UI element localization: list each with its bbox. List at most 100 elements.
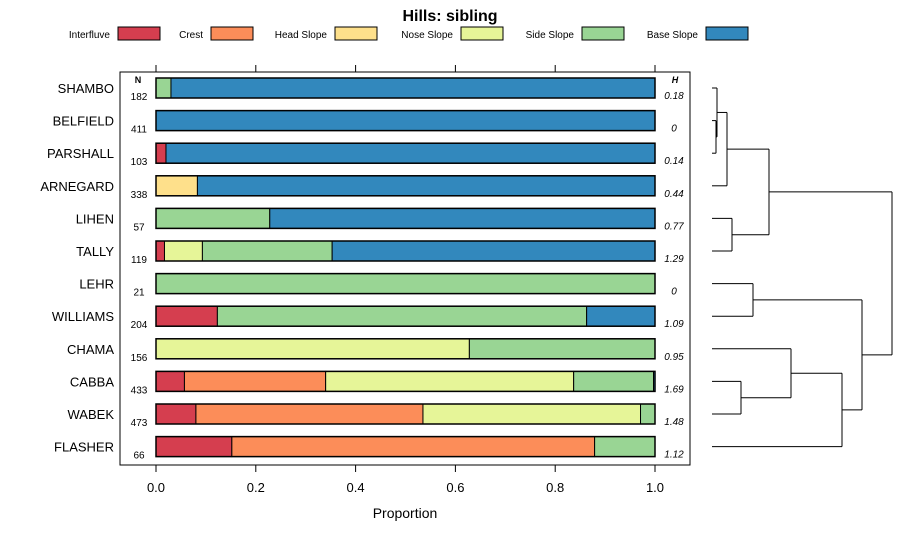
bar-segment-cabba-nose-slope	[325, 370, 575, 392]
legend-swatch-interfluve	[117, 26, 161, 41]
bar-outline-chama	[155, 338, 656, 360]
legend-label-base-slope: Base Slope	[647, 30, 699, 41]
h-value-chama: 0.95	[664, 352, 684, 363]
n-value-parshall: 103	[131, 157, 148, 168]
legend-swatch-side-slope	[581, 26, 625, 41]
row-label-flasher: FLASHER	[54, 440, 114, 455]
bar-segment-lihen-base-slope	[269, 207, 656, 229]
bar-segment-cabba-interfluve	[155, 370, 185, 392]
h-value-cabba: 1.69	[664, 384, 684, 395]
row-label-parshall: PARSHALL	[47, 146, 114, 161]
legend-label-nose-slope: Nose Slope	[401, 30, 453, 41]
x-tick-label-0: 0.0	[147, 480, 165, 495]
h-value-arnegard: 0.44	[664, 189, 684, 200]
bar-outline-parshall	[155, 142, 656, 164]
h-value-flasher: 1.12	[664, 450, 684, 461]
bar-segment-flasher-crest	[231, 436, 596, 458]
bar-segment-williams-interfluve	[155, 305, 218, 327]
bar-outline-belfield	[155, 109, 656, 132]
n-value-arnegard: 338	[131, 190, 148, 201]
bar-segment-tally-side-slope	[201, 240, 333, 262]
x-axis: 0.0 0.2 0.4 0.6 0.8 1.0	[147, 65, 664, 495]
row-label-shambo: SHAMBO	[58, 81, 114, 96]
n-value-flasher: 66	[133, 451, 145, 462]
bar-outline-williams	[155, 305, 656, 327]
legend-label-side-slope: Side Slope	[526, 30, 575, 41]
row-label-belfield: BELFIELD	[53, 114, 114, 129]
h-column-header: H	[672, 75, 679, 85]
h-value-williams: 1.09	[664, 319, 684, 330]
bar-segment-shambo-base-slope	[170, 77, 656, 99]
x-tick-label-5: 1.0	[646, 480, 664, 495]
h-value-wabek: 1.48	[664, 417, 684, 428]
bar-segment-arnegard-head-slope	[155, 175, 198, 197]
row-label-wabek: WABEK	[68, 407, 115, 422]
legend-swatch-crest	[210, 26, 254, 41]
n-value-lehr: 21	[133, 288, 145, 299]
n-value-shambo: 182	[131, 92, 148, 103]
row-label-cabba: CABBA	[70, 374, 114, 389]
bar-segment-cabba-crest	[183, 370, 327, 392]
bar-segment-tally-base-slope	[331, 240, 656, 262]
n-value-lihen: 57	[133, 222, 145, 233]
n-value-williams: 204	[131, 320, 148, 331]
legend: Interfluve Crest Head Slope Nose Slope Side …	[69, 26, 749, 41]
n-value-cabba: 433	[131, 385, 148, 396]
x-tick-label-2: 0.4	[347, 480, 365, 495]
row-labels: SHAMBO 182 0.18 BELFIELD 411 0 PARSHALL 103 0.14…	[40, 81, 684, 462]
bar-segment-belfield-base-slope	[155, 110, 656, 132]
legend-swatch-nose-slope	[460, 26, 504, 41]
n-value-belfield: 411	[131, 125, 147, 136]
plot-frame	[119, 71, 691, 466]
bar-segment-tally-interfluve	[155, 240, 165, 262]
row-label-lehr: LEHR	[79, 277, 114, 292]
h-value-lihen: 0.77	[664, 221, 684, 232]
h-value-tally: 1.29	[664, 254, 684, 265]
bar-segment-arnegard-base-slope	[196, 175, 656, 197]
bar-segment-shambo-side-slope	[155, 77, 172, 99]
bar-segment-williams-base-slope	[586, 305, 656, 327]
n-value-chama: 156	[131, 353, 148, 364]
bar-outline-lihen	[155, 207, 656, 230]
bar-outline-flasher	[155, 435, 656, 458]
bar-segment-cabba-side-slope	[573, 370, 655, 392]
bar-segment-williams-side-slope	[216, 305, 588, 327]
legend-label-interfluve: Interfluve	[69, 30, 111, 41]
bar-segment-wabek-interfluve	[155, 403, 197, 425]
row-label-chama: CHAMA	[67, 342, 114, 357]
bar-outline-tally	[155, 240, 656, 262]
bar-segment-chama-nose-slope	[155, 338, 470, 360]
row-label-arnegard: ARNEGARD	[40, 179, 114, 194]
x-tick-label-3: 0.6	[446, 480, 464, 495]
h-value-parshall: 0.14	[664, 156, 684, 167]
bar-segment-tally-nose-slope	[163, 240, 203, 262]
h-value-shambo: 0.18	[664, 91, 684, 102]
legend-swatch-base-slope	[705, 26, 749, 41]
dendrogram	[712, 87, 893, 448]
bar-outline-wabek	[155, 403, 656, 425]
bar-outline-shambo	[155, 77, 656, 99]
bar-outline-cabba	[155, 370, 656, 393]
bar-outline-lehr	[155, 272, 656, 295]
x-axis-label: Proportion	[373, 505, 438, 521]
x-tick-label-4: 0.8	[546, 480, 564, 495]
n-value-wabek: 473	[131, 418, 148, 429]
bar-segment-parshall-base-slope	[165, 142, 656, 164]
bar-segment-wabek-crest	[195, 403, 424, 425]
n-value-tally: 119	[131, 255, 147, 266]
h-value-belfield: 0	[671, 124, 677, 135]
chart-title: Hills: sibling	[402, 8, 497, 25]
bar-segment-lihen-side-slope	[155, 207, 271, 229]
bar-segment-lehr-side-slope	[155, 273, 656, 295]
x-tick-label-1: 0.2	[247, 480, 265, 495]
bar-segment-flasher-interfluve	[155, 436, 233, 458]
legend-label-head-slope: Head Slope	[275, 30, 328, 41]
row-label-tally: TALLY	[76, 244, 114, 259]
bar-segment-flasher-side-slope	[594, 436, 656, 458]
bars-layer	[155, 77, 656, 458]
n-column-header: N	[135, 75, 142, 85]
row-label-lihen: LIHEN	[76, 211, 114, 226]
h-value-lehr: 0	[671, 287, 677, 298]
legend-swatch-head-slope	[334, 26, 378, 41]
